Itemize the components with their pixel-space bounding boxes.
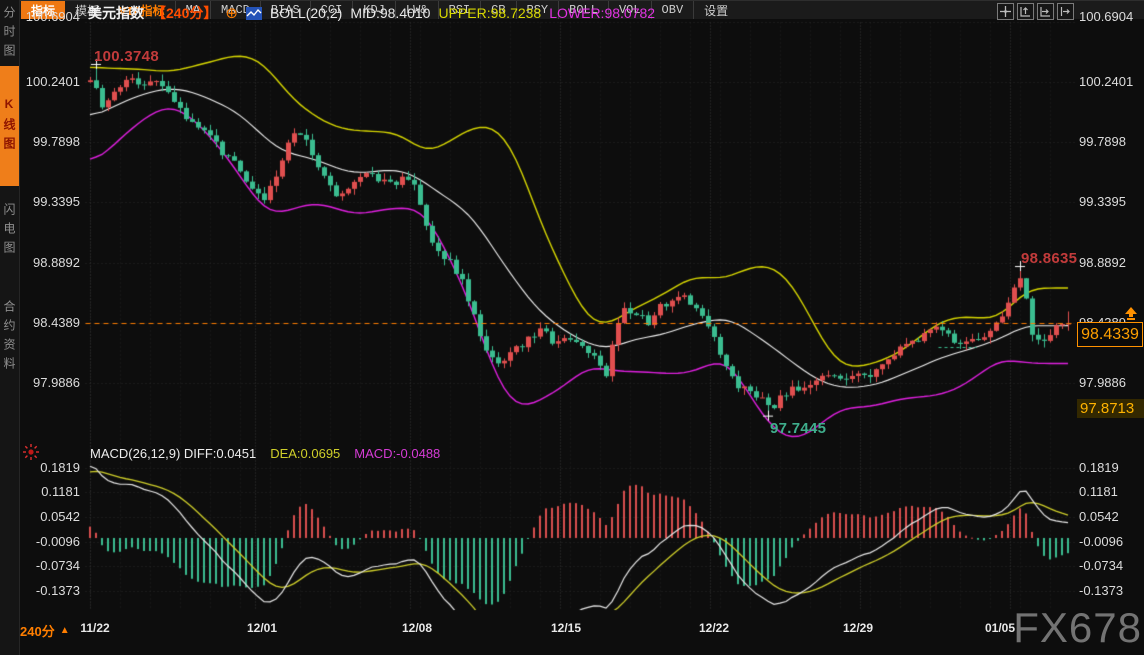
macd-y-tick-right: -0.0734	[1079, 558, 1124, 573]
secondary-price-label: 97.8713	[1077, 399, 1144, 418]
main-y-tick-right: 97.9886	[1079, 375, 1126, 390]
x-axis-date: 12/08	[401, 621, 433, 635]
macd-y-tick-left: -0.0734	[35, 558, 80, 573]
macd-dea-value: DEA:0.0695	[270, 446, 341, 461]
x-axis-date: 11/22	[80, 621, 110, 635]
chart-toolbar-icons	[997, 3, 1074, 20]
add-circle-icon[interactable]: ⊕	[225, 4, 238, 22]
macd-y-tick-right: 0.0542	[1079, 509, 1119, 524]
chart-header: 美元指数 【240分】 ⊕ BOLL(20,2) MID:98.4010 UPP…	[88, 4, 655, 22]
boll-lower-value: LOWER:98.0782	[549, 5, 656, 21]
main-y-tick-right: 99.3395	[1079, 194, 1126, 209]
macd-label-diff: MACD(26,12,9) DIFF:0.0451	[90, 446, 257, 461]
annotation-low-97-7445: 97.7445	[770, 420, 827, 437]
export-icon[interactable]	[1057, 3, 1074, 20]
main-y-tick-left: 100.6904	[25, 9, 80, 24]
main-y-tick-left: 98.4389	[33, 315, 80, 330]
axis-zoom-in-icon[interactable]	[1017, 3, 1034, 20]
axis-zoom-out-icon[interactable]	[1037, 3, 1054, 20]
main-y-tick-left: 99.7898	[33, 134, 80, 149]
main-y-tick-left: 100.2401	[25, 74, 80, 89]
period-label: 240分	[20, 624, 55, 639]
macd-y-tick-left: -0.0096	[35, 534, 80, 549]
period-tag[interactable]: 【240分】	[152, 5, 218, 21]
x-axis-date: 12/22	[698, 621, 730, 635]
macd-y-tick-right: 0.1181	[1079, 484, 1118, 499]
main-y-tick-right: 100.2401	[1079, 74, 1134, 89]
main-y-tick-left: 97.9886	[33, 375, 80, 390]
boll-label: BOLL(20,2)	[269, 5, 343, 21]
macd-y-tick-right: -0.1373	[1079, 583, 1124, 598]
indicator-settings-icon[interactable]	[23, 444, 39, 460]
x-axis-date: 12/01	[246, 621, 278, 635]
annotation-high-100-3748: 100.3748	[94, 48, 159, 65]
x-axis-date: 01/05	[984, 621, 1016, 635]
annotation-high-98-8635: 98.8635	[1021, 250, 1078, 267]
macd-y-tick-right: -0.0096	[1079, 534, 1124, 549]
main-y-tick-right: 98.8892	[1079, 255, 1126, 270]
sidebar: 分时图 K线图闪电图合约资料	[0, 0, 20, 655]
sidebar-tab-2[interactable]: K线图	[0, 66, 19, 186]
macd-y-tick-left: 0.0542	[40, 509, 80, 524]
macd-y-tick-right: 0.1819	[1079, 460, 1119, 475]
macd-macd-value: MACD:-0.0488	[354, 446, 441, 461]
sidebar-tab-4[interactable]: 合约资料	[2, 300, 16, 376]
period-arrow-up-icon: ▲	[59, 625, 70, 636]
sidebar-tab-3[interactable]: 闪电图	[2, 202, 16, 260]
main-y-tick-left: 99.3395	[33, 194, 80, 209]
macd-y-tick-left: -0.1373	[35, 583, 80, 598]
main-y-tick-right: 99.7898	[1079, 134, 1126, 149]
period-selector[interactable]: 240分 ▲	[20, 621, 70, 640]
pan-icon[interactable]	[997, 3, 1014, 20]
boll-upper-value: UPPER:98.7238	[438, 5, 542, 21]
boll-mid-value: MID:98.4010	[350, 5, 431, 21]
x-axis-date: 12/29	[842, 621, 874, 635]
macd-y-tick-left: 0.1819	[40, 460, 80, 475]
macd-y-tick-left: 0.1181	[41, 484, 80, 499]
sidebar-tab-1[interactable]: 分时图	[2, 5, 16, 63]
price-up-arrow-icon	[1123, 307, 1139, 321]
chart-thumbnail-icon[interactable]	[245, 6, 262, 20]
macd-header: MACD(26,12,9) DIFF:0.0451 DEA:0.0695 MAC…	[90, 446, 440, 461]
symbol-title: 美元指数	[88, 5, 144, 21]
main-y-tick-right: 100.6904	[1079, 9, 1134, 24]
watermark: FX678	[1013, 604, 1142, 651]
x-axis-date: 12/15	[550, 621, 582, 635]
main-y-tick-left: 98.8892	[33, 255, 80, 270]
current-price-label: 98.4339	[1077, 322, 1143, 347]
